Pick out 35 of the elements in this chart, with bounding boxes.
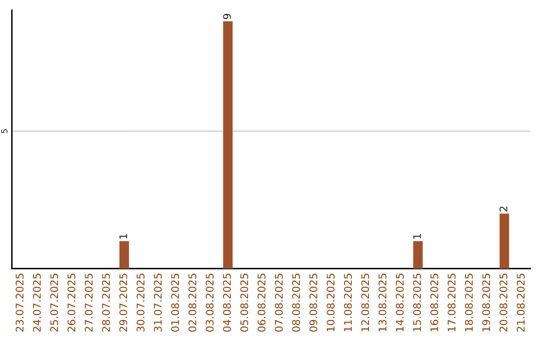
x-tick-label: 17.08.2025 xyxy=(448,274,456,332)
x-tick-label: 01.08.2025 xyxy=(171,274,180,332)
x-tick-label: 03.08.2025 xyxy=(206,274,214,332)
x-tick-label: 21.08.2025 xyxy=(516,274,525,332)
x-tick-label: 05.08.2025 xyxy=(240,274,248,332)
x-tick-label: 11.08.2025 xyxy=(344,274,352,332)
x-tick-label: 10.08.2025 xyxy=(326,274,335,332)
x-tick-label: 06.08.2025 xyxy=(258,274,266,332)
x-tick-label: 07.08.2025 xyxy=(274,274,283,332)
data-label: 2 xyxy=(500,206,508,212)
x-tick-label: 02.08.2025 xyxy=(188,274,196,332)
y-tick-label: 5 xyxy=(1,129,8,134)
x-tick-label: 12.08.2025 xyxy=(361,274,370,332)
x-tick-label: 24.07.2025 xyxy=(32,274,41,332)
x-tick-label: 04.08.2025 xyxy=(223,274,231,332)
x-tick-label: 30.07.2025 xyxy=(136,274,144,332)
x-tick-label: 31.07.2025 xyxy=(154,274,162,332)
data-label: 1 xyxy=(119,234,128,239)
x-tick-label: 27.07.2025 xyxy=(84,274,93,332)
data-label: 1 xyxy=(413,234,421,239)
x-tick-label: 26.07.2025 xyxy=(68,274,76,332)
x-tick-label: 25.07.2025 xyxy=(50,274,58,332)
x-tick-label: 14.08.2025 xyxy=(396,274,404,332)
x-tick-label: 20.08.2025 xyxy=(500,274,508,332)
x-tick-label: 13.08.2025 xyxy=(378,274,386,332)
x-tick-label: 28.07.2025 xyxy=(102,274,110,332)
x-tick-label: 08.08.2025 xyxy=(292,274,300,332)
x-tick-label: 18.08.2025 xyxy=(464,274,473,332)
data-label: 9 xyxy=(223,14,231,20)
x-tick-label: 15.08.2025 xyxy=(413,274,421,332)
x-tick-label: 16.08.2025 xyxy=(430,274,438,332)
x-tick-label: 09.08.2025 xyxy=(309,274,318,332)
x-tick-label: 23.07.2025 xyxy=(16,274,24,332)
x-tick-label: 19.08.2025 xyxy=(482,274,490,332)
x-tick-label: 29.07.2025 xyxy=(119,274,128,332)
